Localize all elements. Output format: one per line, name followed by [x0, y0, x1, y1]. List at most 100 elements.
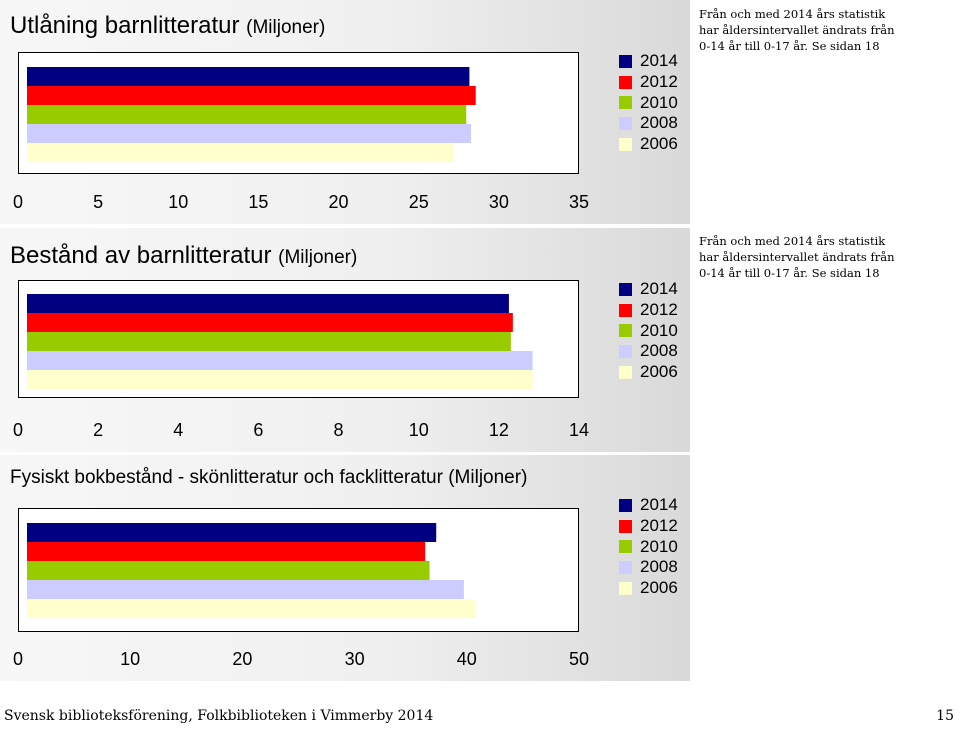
x-tick-label: 40 — [456, 649, 477, 669]
legend-swatch — [619, 498, 632, 512]
chart-title-unit: (Miljoner) — [246, 17, 326, 38]
legend-swatch — [619, 324, 632, 338]
legend-item: 2014 — [619, 51, 678, 72]
legend-swatch — [619, 560, 632, 574]
bars-svg — [27, 523, 475, 618]
x-tick-label: 0 — [12, 420, 24, 440]
chart-title-main: Fysiskt bokbestånd - skönlitteratur och … — [10, 467, 528, 488]
chart-title: Bestånd av barnlitteratur (Miljoner) — [10, 242, 357, 270]
x-axis-ticks: 0 10 20 30 40 50 — [13, 649, 589, 673]
plot-area — [18, 52, 579, 174]
legend-item: 2008 — [619, 557, 678, 578]
x-tick-label: 10 — [120, 649, 141, 669]
plot-area — [18, 508, 579, 632]
legend-label: 2006 — [640, 362, 678, 382]
legend-swatch — [619, 54, 632, 68]
bar-2008 — [27, 580, 464, 599]
legend: 2014 2012 2010 2008 2006 — [619, 279, 678, 382]
x-tick-label: 35 — [568, 192, 590, 212]
legend-item: 2012 — [619, 516, 678, 537]
legend-swatch — [619, 137, 632, 151]
legend-swatch — [619, 303, 632, 317]
x-tick-label: 25 — [408, 192, 429, 212]
bar-2012 — [27, 86, 476, 105]
x-axis-ticks: 0 5 10 15 20 25 30 35 — [13, 192, 589, 216]
legend-label: 2010 — [640, 536, 678, 556]
bar-2006 — [27, 370, 533, 389]
note-text: Från och med 2014 års statistik har ålde… — [699, 234, 895, 280]
legend-label: 2008 — [640, 557, 678, 577]
x-tick-label: 15 — [248, 192, 269, 212]
legend-label: 2008 — [640, 341, 678, 361]
legend-label: 2012 — [640, 72, 678, 92]
legend-label: 2008 — [640, 113, 678, 133]
bar-2012 — [27, 313, 513, 332]
chart-title-main: Utlåning barnlitteratur — [10, 12, 240, 39]
bar-2010 — [27, 105, 467, 124]
bar-2008 — [27, 124, 471, 143]
footer-source: Svensk biblioteksförening, Folkbibliotek… — [4, 708, 434, 724]
bar-2010 — [27, 332, 511, 351]
legend-label: 2014 — [640, 279, 678, 299]
legend-item: 2012 — [619, 72, 678, 93]
legend-item: 2010 — [619, 320, 678, 341]
x-tick-label: 0 — [12, 192, 24, 212]
legend-label: 2010 — [640, 320, 678, 340]
x-tick-label: 2 — [93, 420, 104, 440]
legend-swatch — [619, 540, 632, 554]
x-tick-label: 20 — [328, 192, 349, 212]
legend-swatch — [619, 344, 632, 358]
bar-2008 — [27, 351, 533, 370]
plot-area — [18, 280, 579, 398]
bars-svg — [27, 294, 533, 389]
legend-item: 2014 — [619, 495, 678, 516]
bar-2014 — [27, 294, 509, 313]
x-axis-ticks: 0 2 4 6 8 10 12 14 — [13, 420, 589, 444]
legend-swatch — [619, 581, 632, 595]
chart-title-main: Bestånd av barnlitteratur — [10, 242, 272, 269]
x-tick-label: 30 — [344, 649, 365, 669]
chart-title: Utlåning barnlitteratur (Miljoner) — [10, 12, 325, 40]
x-tick-label: 8 — [333, 420, 344, 440]
bar-2014 — [27, 67, 470, 86]
x-tick-label: 5 — [93, 192, 104, 212]
legend: 2014 2012 2010 2008 2006 — [619, 51, 678, 154]
legend-item: 2006 — [619, 362, 678, 383]
legend-label: 2006 — [640, 134, 678, 154]
x-tick-label: 4 — [173, 420, 184, 440]
x-tick-label: 50 — [568, 649, 590, 669]
chart-panel-fysiskt: Fysiskt bokbestånd - skönlitteratur och … — [0, 455, 690, 681]
bar-2012 — [27, 542, 426, 561]
chart-title: Fysiskt bokbestånd - skönlitteratur och … — [10, 467, 527, 489]
x-tick-label: 20 — [232, 649, 253, 669]
legend-item: 2014 — [619, 279, 678, 300]
x-tick-label: 14 — [568, 420, 590, 440]
x-tick-label: 10 — [408, 420, 429, 440]
note-text: Från och med 2014 års statistik har ålde… — [699, 7, 895, 53]
x-tick-label: 30 — [488, 192, 509, 212]
legend: 2014 2012 2010 2008 2006 — [619, 495, 678, 598]
legend-item: 2012 — [619, 300, 678, 321]
chart-title-unit: (Miljoner) — [278, 247, 358, 268]
legend-swatch — [619, 116, 632, 130]
x-tick-label: 12 — [488, 420, 509, 440]
legend-label: 2010 — [640, 92, 678, 112]
legend-swatch — [619, 365, 632, 379]
legend-label: 2012 — [640, 516, 678, 536]
bar-2006 — [27, 599, 475, 618]
legend-item: 2008 — [619, 341, 678, 362]
x-tick-label: 0 — [12, 649, 24, 669]
legend-swatch — [619, 282, 632, 296]
bar-2006 — [27, 143, 454, 162]
chart-panel-utlaning: Utlåning barnlitteratur (Miljoner) 0 5 10 1… — [0, 0, 690, 224]
legend-item: 2010 — [619, 536, 678, 557]
legend-item: 2008 — [619, 113, 678, 134]
legend-label: 2014 — [640, 495, 678, 515]
legend-swatch — [619, 96, 632, 110]
legend-item: 2010 — [619, 92, 678, 113]
page-number: 15 — [936, 708, 954, 724]
legend-item: 2006 — [619, 134, 678, 155]
legend-label: 2014 — [640, 51, 678, 71]
bar-2014 — [27, 523, 437, 542]
legend-label: 2006 — [640, 578, 678, 598]
